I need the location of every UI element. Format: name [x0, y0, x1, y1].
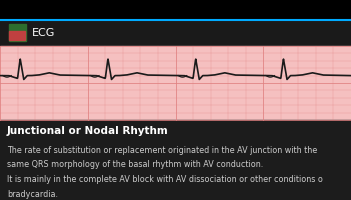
Bar [0, 46, 351, 120]
Text: same QRS morphology of the basal rhythm with AV conduction.: same QRS morphology of the basal rhythm … [7, 160, 263, 169]
Bar [0, 0, 351, 20]
Bar [9, 31, 25, 40]
Text: bradycardia.: bradycardia. [7, 190, 58, 199]
Bar [0, 20, 351, 46]
Text: ECG: ECG [32, 28, 55, 38]
Bar [0, 120, 351, 200]
Bar [9, 24, 26, 41]
Text: The rate of substitution or replacement originated in the AV junction with the: The rate of substitution or replacement … [7, 146, 317, 155]
Text: It is mainly in the complete AV block with AV dissociation or other conditions o: It is mainly in the complete AV block wi… [7, 175, 323, 184]
Text: Junctional or Nodal Rhythm: Junctional or Nodal Rhythm [7, 126, 169, 136]
